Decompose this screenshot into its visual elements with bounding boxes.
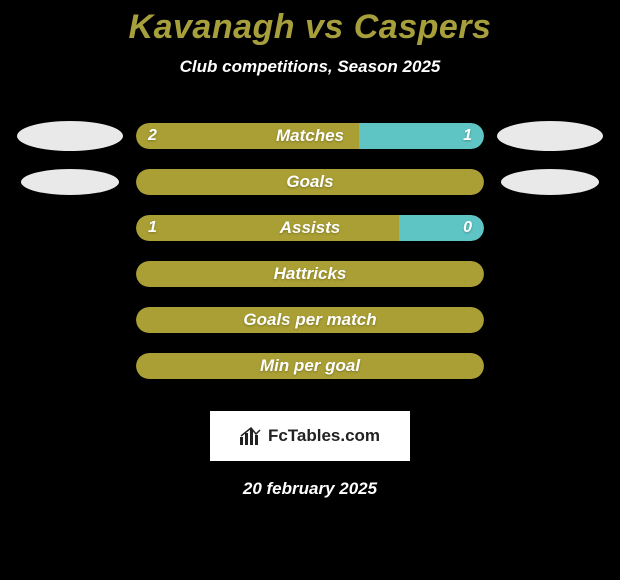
- attribution-text: FcTables.com: [268, 426, 380, 446]
- stat-row: 10Assists: [0, 205, 620, 251]
- comparison-card: Kavanagh vs Caspers Club competitions, S…: [0, 0, 620, 580]
- stat-bar: Hattricks: [135, 260, 485, 288]
- stat-bar: 21Matches: [135, 122, 485, 150]
- stat-bar: Goals: [135, 168, 485, 196]
- stat-label: Min per goal: [136, 353, 484, 379]
- stat-label: Matches: [136, 123, 484, 149]
- right-avatar-slot: [485, 169, 615, 195]
- stat-row: Hattricks: [0, 251, 620, 297]
- right-avatar-oval: [497, 121, 603, 151]
- date-label: 20 february 2025: [0, 479, 620, 499]
- stat-row: Goals: [0, 159, 620, 205]
- stat-label: Assists: [136, 215, 484, 241]
- page-subtitle: Club competitions, Season 2025: [0, 57, 620, 77]
- stat-bar: Min per goal: [135, 352, 485, 380]
- stat-rows: 21Matches Goals 10Assists Hattricks Goals pe…: [0, 113, 620, 389]
- left-avatar-oval: [17, 121, 123, 151]
- stat-row: Min per goal: [0, 343, 620, 389]
- left-avatar-oval: [21, 169, 119, 195]
- stat-bar: 10Assists: [135, 214, 485, 242]
- right-avatar-slot: [485, 121, 615, 151]
- stat-row: Goals per match: [0, 297, 620, 343]
- left-avatar-slot: [5, 169, 135, 195]
- page-title: Kavanagh vs Caspers: [0, 8, 620, 47]
- chart-icon: [240, 427, 262, 445]
- stat-label: Goals: [136, 169, 484, 195]
- stat-bar: Goals per match: [135, 306, 485, 334]
- stat-label: Goals per match: [136, 307, 484, 333]
- left-avatar-slot: [5, 121, 135, 151]
- stat-label: Hattricks: [136, 261, 484, 287]
- attribution: FcTables.com: [210, 411, 410, 461]
- stat-row: 21Matches: [0, 113, 620, 159]
- right-avatar-oval: [501, 169, 599, 195]
